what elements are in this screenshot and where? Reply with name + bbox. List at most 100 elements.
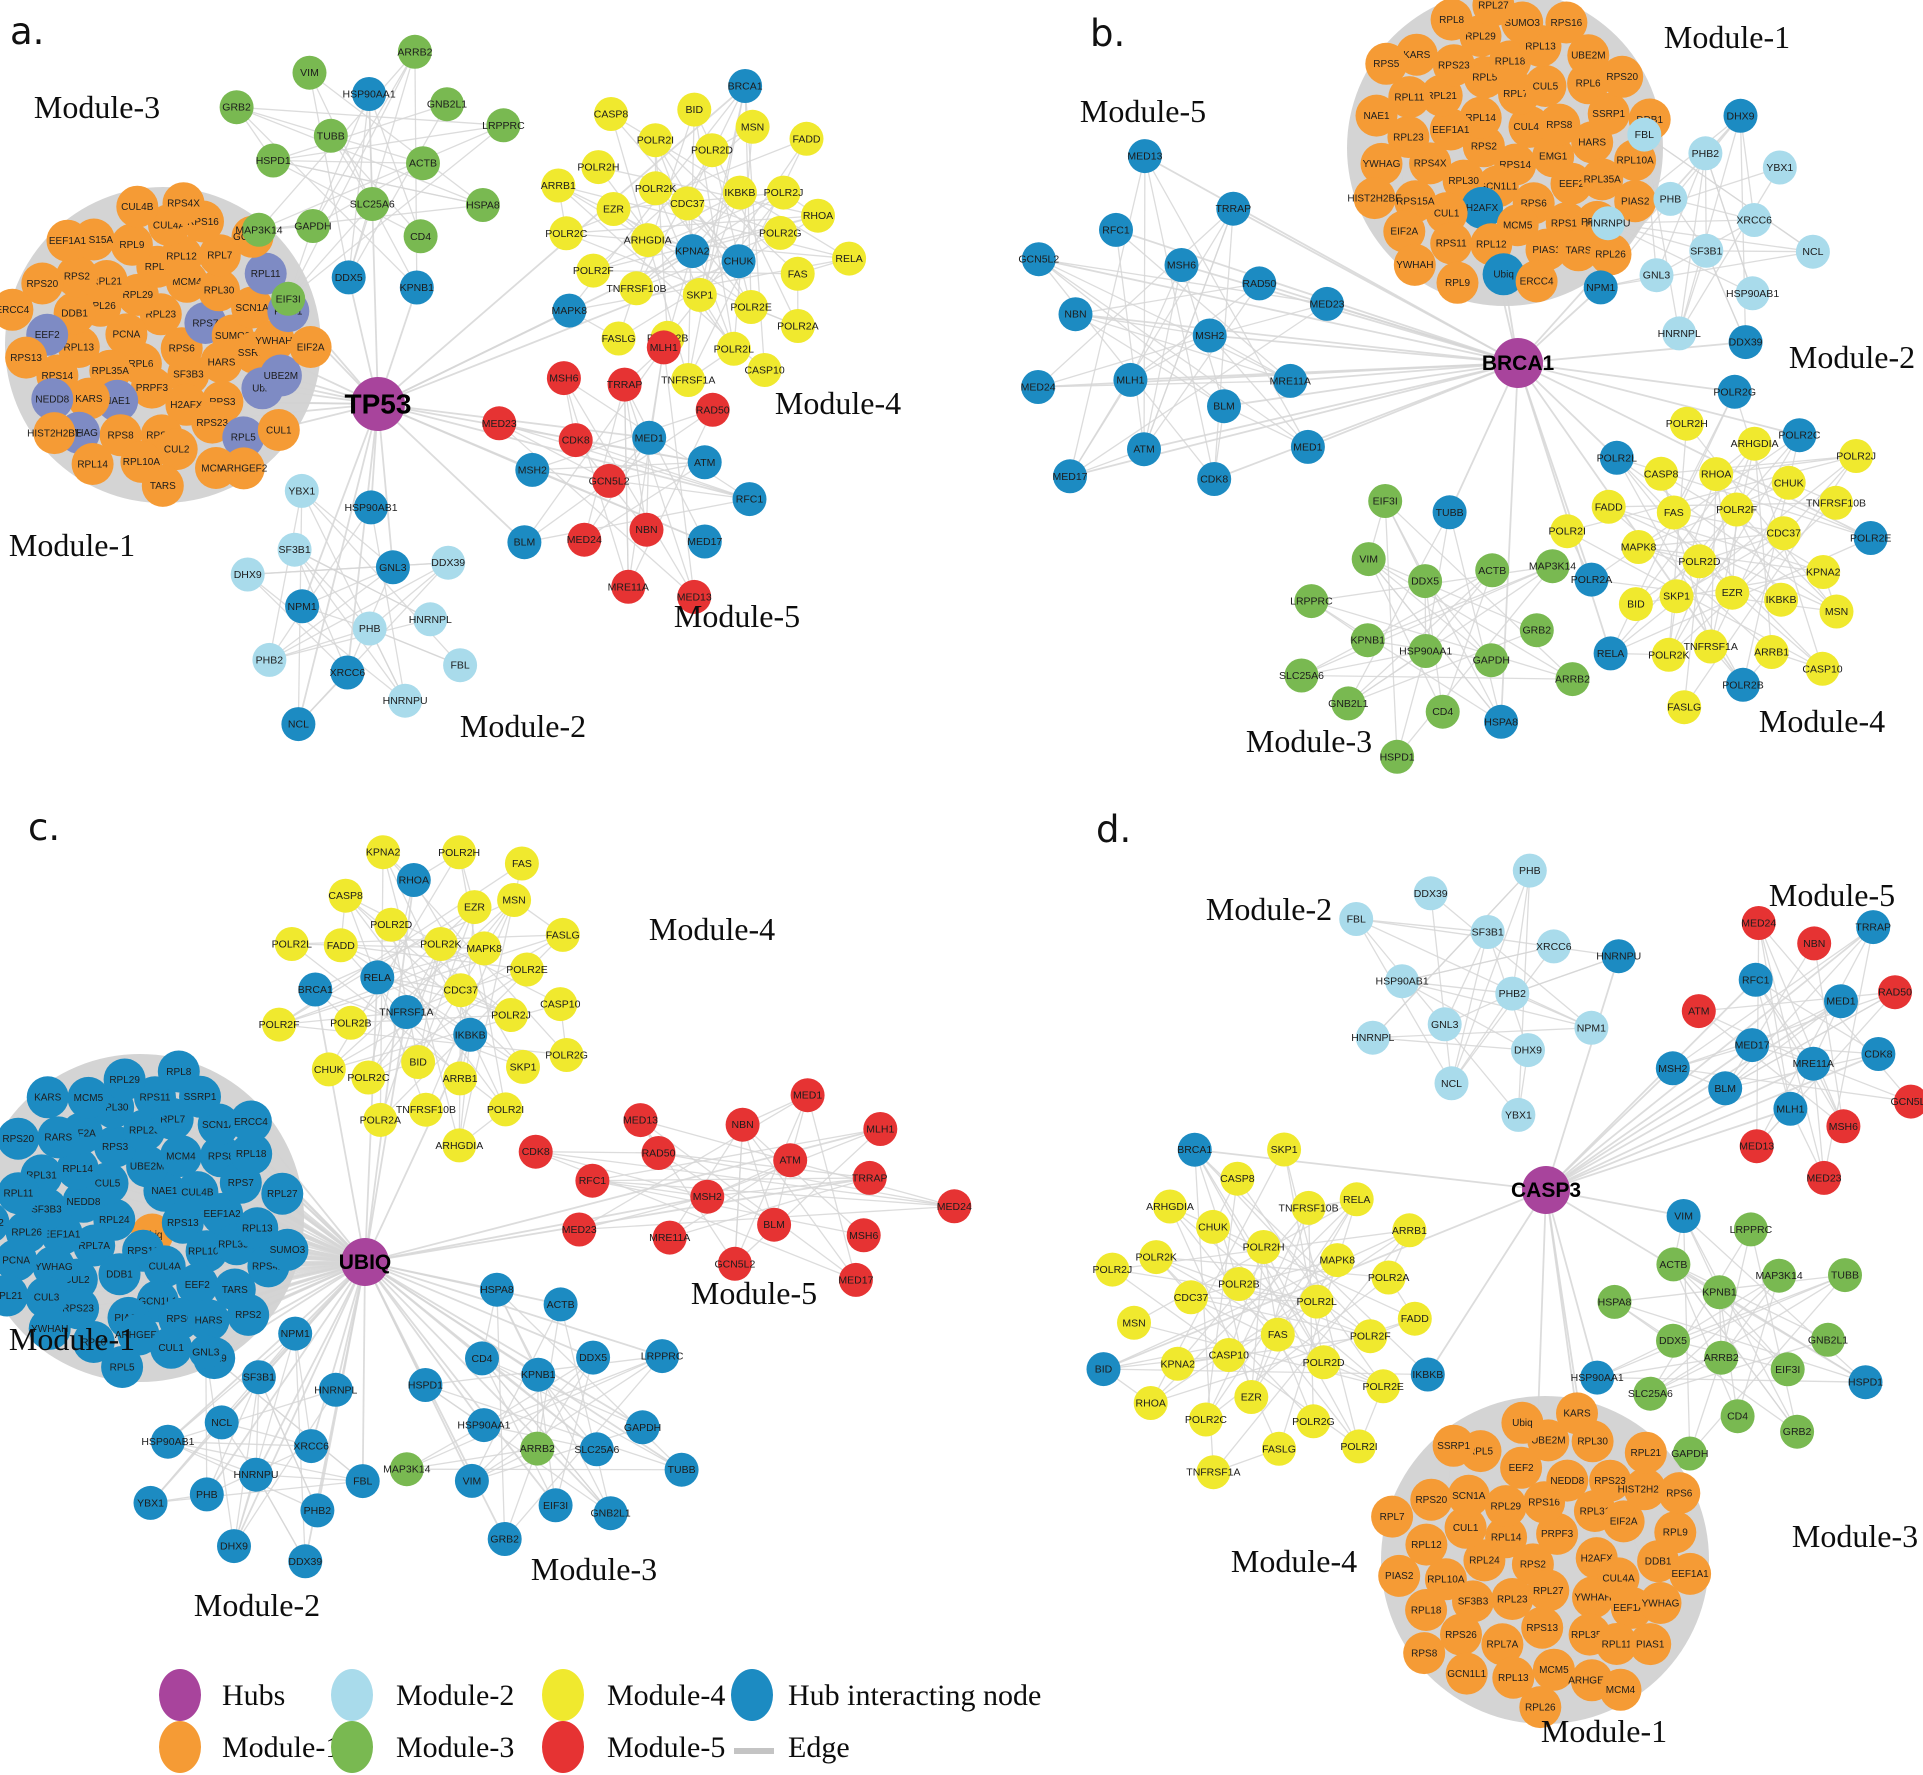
- node-RPS16[interactable]: RPS16: [1545, 1, 1588, 44]
- node-XRCC6[interactable]: XRCC6: [1536, 929, 1572, 964]
- node-circle-CDC37[interactable]: [443, 973, 478, 1008]
- node-circle-RPL11[interactable]: [1595, 1623, 1638, 1665]
- node-Ubiq[interactable]: Ubiq: [1501, 1401, 1544, 1444]
- node-circle-RPL23[interactable]: [1387, 116, 1430, 158]
- node-POLR2G[interactable]: POLR2G: [1713, 374, 1756, 409]
- node-circle-TUBB[interactable]: [1432, 495, 1467, 530]
- node-MLH1[interactable]: MLH1: [646, 330, 681, 365]
- node-NBN[interactable]: NBN: [1797, 926, 1832, 961]
- node-circle-RPL29[interactable]: [1484, 1485, 1527, 1528]
- node-circle-KPNB1[interactable]: [1350, 623, 1385, 658]
- node-circle-POLR2I[interactable]: [638, 123, 673, 158]
- node-NAE1[interactable]: NAE1: [1355, 94, 1398, 137]
- node-circle-GCN1L1[interactable]: [1445, 1652, 1488, 1695]
- node-circle-ARRB2[interactable]: [520, 1431, 555, 1466]
- node-circle-TRRAP[interactable]: [1856, 910, 1891, 945]
- node-FADD[interactable]: FADD: [323, 928, 358, 963]
- node-SKP1[interactable]: SKP1: [1659, 579, 1694, 614]
- node-circle-PIAS1[interactable]: [1629, 1623, 1672, 1666]
- node-EEF1A1[interactable]: EEF1A1: [46, 219, 89, 262]
- node-circle-NAE1[interactable]: [1355, 94, 1398, 137]
- node-VIM[interactable]: VIM: [292, 55, 327, 90]
- node-circle-POLR2K[interactable]: [423, 927, 458, 961]
- node-circle-ARRB1[interactable]: [541, 168, 576, 203]
- node-circle-CD4[interactable]: [1425, 694, 1460, 729]
- node-YBX1[interactable]: YBX1: [1501, 1097, 1536, 1132]
- node-circle-TNFRSF1A[interactable]: [1196, 1455, 1231, 1490]
- node-CD4[interactable]: CD4: [465, 1341, 499, 1376]
- node-circle-SF3B1[interactable]: [1470, 915, 1505, 949]
- node-TUBB[interactable]: TUBB: [664, 1452, 699, 1487]
- node-HARS[interactable]: HARS: [187, 1299, 230, 1342]
- node-IKBKB[interactable]: IKBKB: [453, 1017, 488, 1052]
- node-circle-RPS23[interactable]: [1589, 1459, 1632, 1502]
- node-circle-UBE2M[interactable]: [259, 354, 302, 397]
- node-POLR2F[interactable]: POLR2F: [573, 253, 614, 288]
- node-MED1[interactable]: MED1: [1290, 429, 1325, 464]
- node-circle-ARHGDIA[interactable]: [630, 223, 665, 258]
- node-circle-MSN[interactable]: [735, 109, 770, 144]
- node-circle-NBN[interactable]: [1797, 926, 1832, 961]
- node-circle-RPS13[interactable]: [1521, 1606, 1564, 1649]
- node-circle-GNL3[interactable]: [188, 1334, 223, 1369]
- node-POLR2A[interactable]: POLR2A: [360, 1102, 401, 1137]
- node-circle-BID[interactable]: [1618, 587, 1653, 622]
- node-ARHGDIA[interactable]: ARHGDIA: [1146, 1189, 1194, 1224]
- node-circle-DDX39[interactable]: [1413, 876, 1448, 911]
- node-RPS8[interactable]: RPS8: [1403, 1632, 1446, 1675]
- node-RPS5[interactable]: RPS5: [1365, 42, 1408, 85]
- node-circle-FASLG[interactable]: [1262, 1431, 1296, 1466]
- node-IKBKB[interactable]: IKBKB: [1764, 582, 1799, 617]
- node-VIM[interactable]: VIM: [1666, 1199, 1701, 1233]
- node-circle-RPL6[interactable]: [72, 1321, 115, 1363]
- node-circle-YBX1[interactable]: [133, 1485, 168, 1520]
- node-circle-NBN[interactable]: [725, 1107, 760, 1142]
- node-circle-KPNB1[interactable]: [521, 1357, 556, 1392]
- node-FBL[interactable]: FBL: [443, 648, 478, 683]
- node-circle-CASP8[interactable]: [1220, 1161, 1255, 1196]
- node-SLC25A6[interactable]: SLC25A6: [1279, 658, 1324, 693]
- node-circle-BID[interactable]: [1086, 1352, 1121, 1387]
- node-circle-BLM[interactable]: [1207, 389, 1241, 424]
- node-circle-POLR2B[interactable]: [1221, 1267, 1256, 1301]
- node-ATM[interactable]: ATM: [1127, 432, 1161, 467]
- node-circle-POLR2A[interactable]: [363, 1102, 398, 1137]
- node-PHB2[interactable]: PHB2: [300, 1493, 335, 1528]
- node-circle-RPL7[interactable]: [1371, 1495, 1414, 1538]
- node-MSH2[interactable]: MSH2: [690, 1179, 725, 1214]
- node-circle-NEDD8[interactable]: [62, 1180, 105, 1223]
- node-POLR2A[interactable]: POLR2A: [777, 309, 819, 343]
- node-FADD[interactable]: FADD: [789, 121, 824, 156]
- node-circle-MAP3K14[interactable]: [389, 1452, 424, 1487]
- node-MED17[interactable]: MED17: [687, 524, 722, 559]
- node-circle-POLR2F[interactable]: [262, 1007, 297, 1042]
- node-ARHGDIA[interactable]: ARHGDIA: [1731, 426, 1779, 461]
- node-circle-SKP1[interactable]: [1659, 579, 1694, 614]
- node-GRB2[interactable]: GRB2: [1780, 1414, 1815, 1449]
- node-circle-EZR[interactable]: [457, 890, 492, 925]
- node-RHOA[interactable]: RHOA: [801, 198, 835, 233]
- node-PHB2[interactable]: PHB2: [252, 642, 287, 677]
- node-circle-RPL8[interactable]: [157, 1050, 200, 1093]
- node-circle-RPL18[interactable]: [230, 1132, 273, 1175]
- node-KPNA2[interactable]: KPNA2: [675, 234, 710, 269]
- node-circle-DDX39[interactable]: [1728, 325, 1763, 360]
- hub-circle[interactable]: [351, 377, 405, 431]
- node-circle-CASP8[interactable]: [1644, 456, 1679, 491]
- node-circle-IKBKB[interactable]: [453, 1017, 488, 1052]
- node-circle-HSP90AA1[interactable]: [352, 77, 387, 111]
- hub-node-CASP3[interactable]: CASP3: [1511, 1166, 1581, 1214]
- node-circle-POLR2L[interactable]: [1599, 440, 1634, 475]
- node-circle-CUL2[interactable]: [155, 428, 198, 471]
- node-circle-RPL26[interactable]: [1519, 1686, 1562, 1729]
- node-circle-MED17[interactable]: [838, 1262, 873, 1297]
- node-circle-MED1[interactable]: [790, 1078, 825, 1113]
- node-NPM1[interactable]: NPM1: [278, 1316, 313, 1351]
- node-circle-CUL5[interactable]: [1524, 65, 1567, 107]
- node-circle-HSP90AA1[interactable]: [466, 1408, 501, 1443]
- node-DDX5[interactable]: DDX5: [331, 260, 366, 295]
- node-circle-HIST2H2BE[interactable]: [1353, 177, 1396, 220]
- node-circle-FASLG[interactable]: [1667, 690, 1702, 725]
- node-MSN[interactable]: MSN: [735, 109, 770, 144]
- hub-circle[interactable]: [1493, 338, 1543, 388]
